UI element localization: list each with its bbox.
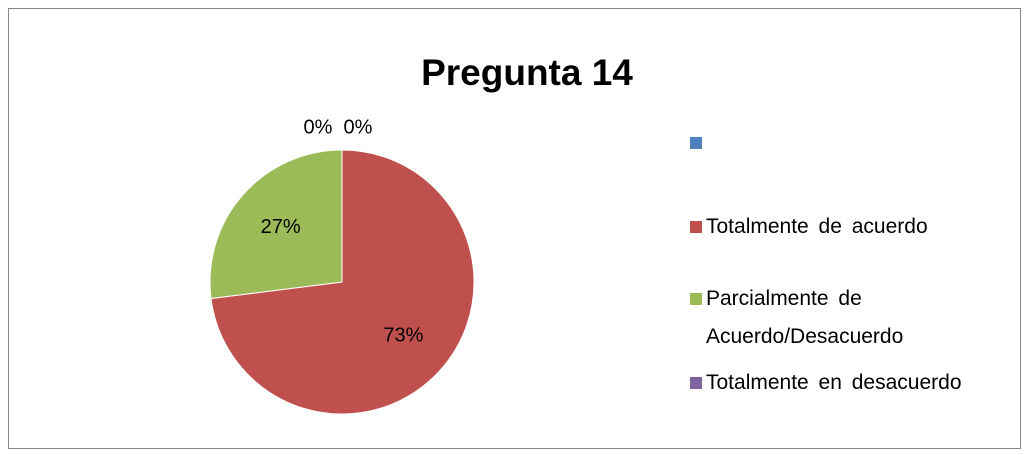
- pie-slice: [210, 149, 475, 415]
- data-label: 0%: [344, 116, 373, 138]
- legend-swatch: [690, 377, 702, 389]
- legend-swatch: [690, 221, 702, 233]
- chart-border: [8, 8, 1021, 449]
- legend-item: Parcialmente de Acuerdo/Desacuerdo: [690, 280, 1016, 356]
- pie-slice: [209, 149, 343, 300]
- data-label: 0%: [304, 116, 333, 138]
- legend-item: [690, 124, 706, 149]
- chart-title: Pregunta 14: [421, 52, 633, 93]
- legend-item: Totalmente en desacuerdo: [690, 364, 1016, 402]
- legend-swatch: [690, 293, 702, 305]
- legend-swatch: [690, 137, 702, 149]
- legend-label: Totalmente en desacuerdo: [706, 371, 962, 394]
- legend-item: Totalmente de acuerdo: [690, 208, 1016, 246]
- data-label: 73%: [383, 324, 423, 346]
- legend-label: Totalmente de acuerdo: [706, 215, 928, 238]
- data-label: 27%: [261, 216, 301, 238]
- legend-label: Parcialmente de Acuerdo/Desacuerdo: [706, 287, 904, 348]
